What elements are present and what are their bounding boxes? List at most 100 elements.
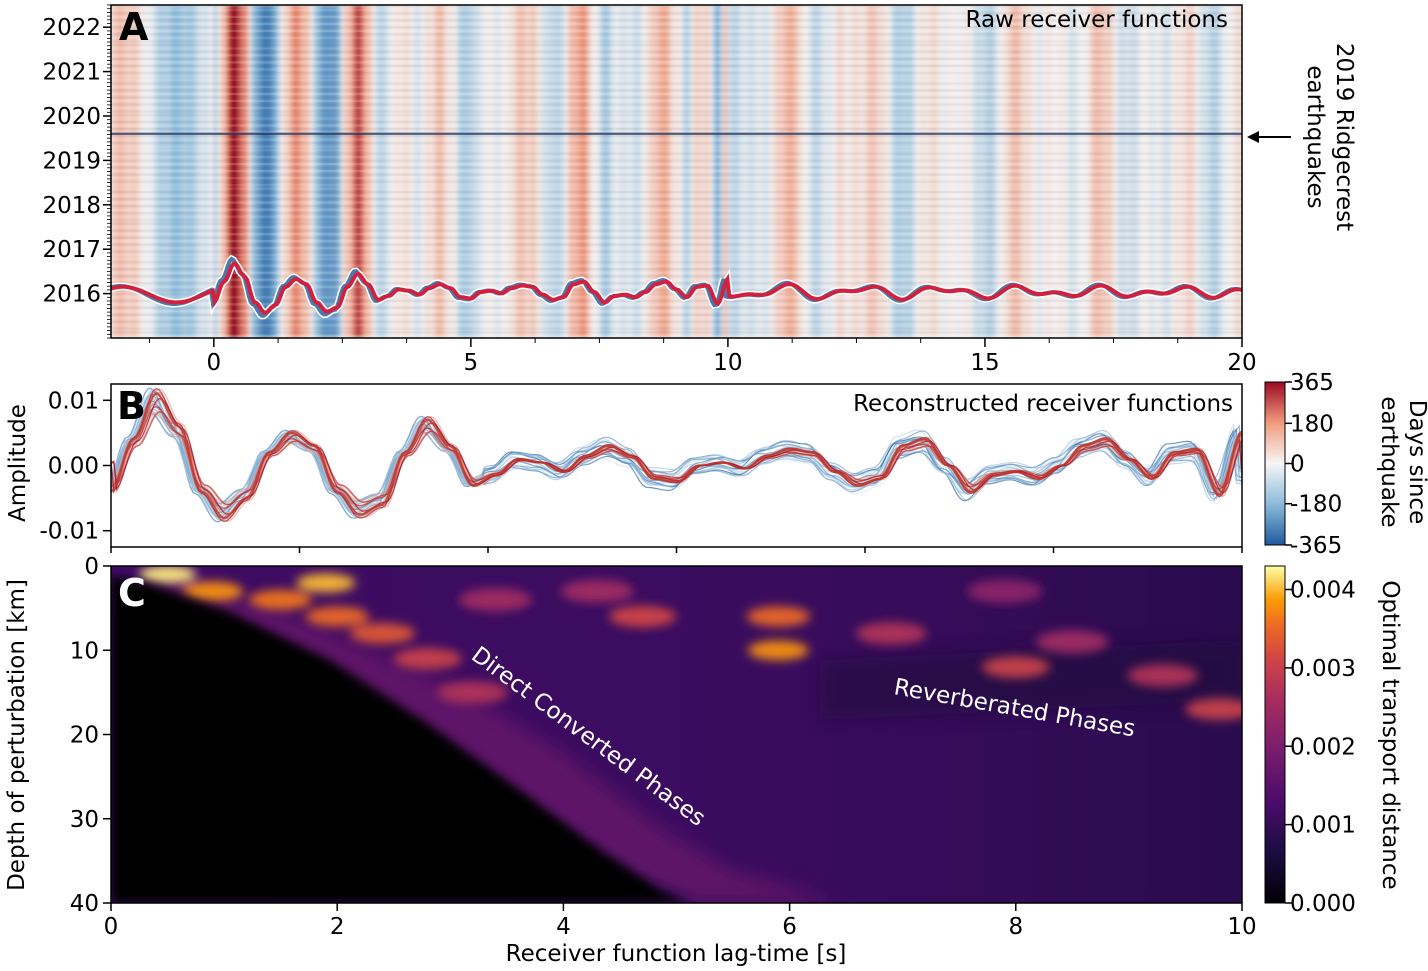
heatmap-column (530, 5, 534, 338)
heatmap-column (328, 5, 332, 338)
heatmap-column (365, 5, 368, 338)
heatmap-column (694, 5, 697, 338)
heatmap-column (462, 5, 465, 338)
heatmap-column (276, 5, 279, 338)
heatmap-row (111, 243, 1242, 246)
heatmap-row (111, 306, 1242, 309)
heatmap-column (522, 5, 526, 338)
heatmap-column (399, 5, 403, 338)
heatmap-column (1195, 5, 1198, 338)
heatmap-column (912, 5, 916, 338)
heatmap-column (516, 5, 520, 338)
heatmap-column (948, 5, 952, 338)
heatmap-column (559, 5, 562, 338)
hotspot (393, 647, 462, 670)
heatmap-column (268, 5, 271, 338)
y-tick-label: 2019 (42, 148, 101, 174)
heatmap-column (1112, 5, 1116, 338)
heatmap-column (649, 5, 653, 338)
heatmap-row (111, 61, 1242, 64)
heatmap-column (995, 5, 998, 338)
heatmap-column (700, 5, 704, 338)
heatmap-column (336, 5, 340, 338)
heatmap-column (977, 5, 980, 338)
y-tick-label: 10 (70, 638, 99, 664)
heatmap-row (111, 268, 1242, 271)
heatmap-column (417, 5, 421, 338)
heatmap-column (187, 5, 191, 338)
heatmap-column (969, 5, 972, 338)
heatmap-column (918, 5, 922, 338)
heatmap-column (797, 5, 800, 338)
heatmap-column (324, 5, 328, 338)
heatmap-column (124, 5, 128, 338)
heatmap-column (750, 5, 754, 338)
heatmap-column (250, 5, 253, 338)
heatmap-column (595, 5, 599, 338)
heatmap-column (389, 5, 393, 338)
heatmap-column (1173, 5, 1176, 338)
heatmap-column (213, 5, 217, 338)
heatmap-column (779, 5, 782, 338)
heatmap-column (231, 5, 235, 338)
heatmap-column (712, 5, 716, 338)
hotspot (139, 566, 197, 584)
heatmap-row (111, 54, 1242, 57)
heatmap-column (1070, 5, 1073, 338)
heatmap-row (111, 254, 1242, 257)
heatmap-column (785, 5, 788, 338)
heatmap-column (229, 5, 233, 338)
heatmap-column (662, 5, 665, 338)
heatmap-row (111, 26, 1242, 29)
heatmap-row (111, 219, 1242, 222)
heatmap-column (225, 5, 229, 338)
x-tick-label: 20 (1227, 350, 1256, 376)
heatmap-column (1227, 5, 1231, 338)
heatmap-column (942, 5, 946, 338)
heatmap-row (111, 71, 1242, 75)
heatmap-column (262, 5, 265, 338)
heatmap-column (458, 5, 461, 338)
heatmap-row (111, 191, 1242, 194)
y-tick-label: 0.00 (48, 454, 99, 480)
heatmap-row (111, 324, 1242, 327)
heatmap-column (548, 5, 552, 338)
heatmap-column (1043, 5, 1047, 338)
heatmap-column (476, 5, 479, 338)
heatmap-column (678, 5, 681, 338)
heatmap-column (1140, 5, 1144, 338)
heatmap-column (405, 5, 409, 338)
heatmap-column (199, 5, 203, 338)
heatmap-row (111, 205, 1242, 208)
heatmap-column (353, 5, 356, 338)
heatmap-column (492, 5, 496, 338)
heatmap-column (270, 5, 273, 338)
panel-a-title: Raw receiver functions (966, 7, 1228, 33)
heatmap-column (1011, 5, 1015, 338)
heatmap-column (1156, 5, 1160, 338)
heatmap-column (886, 5, 889, 338)
heatmap-row (111, 15, 1242, 18)
heatmap-column (831, 5, 835, 338)
heatmap-column (864, 5, 867, 338)
heatmap-column (1108, 5, 1112, 338)
heatmap-column (670, 5, 673, 338)
heatmap-row (111, 50, 1242, 53)
heatmap-row (111, 240, 1242, 243)
heatmap-column (904, 5, 908, 338)
panel-c-y-axis: 0 10 20 30 40 (70, 554, 111, 917)
colorbar-transport-label: Optimal transport distance (1377, 580, 1403, 889)
heatmap-column (874, 5, 877, 338)
heatmap-column (777, 5, 780, 338)
heatmap-column (910, 5, 914, 338)
heatmap-column (690, 5, 693, 338)
heatmap-column (468, 5, 471, 338)
heatmap-row (111, 85, 1242, 89)
heatmap-column (835, 5, 839, 338)
heatmap-column (1168, 5, 1172, 338)
heatmap-column (1221, 5, 1225, 338)
heatmap-column (557, 5, 560, 338)
heatmap-column (512, 5, 516, 338)
heatmap-column (775, 5, 778, 338)
heatmap-column (1019, 5, 1023, 338)
